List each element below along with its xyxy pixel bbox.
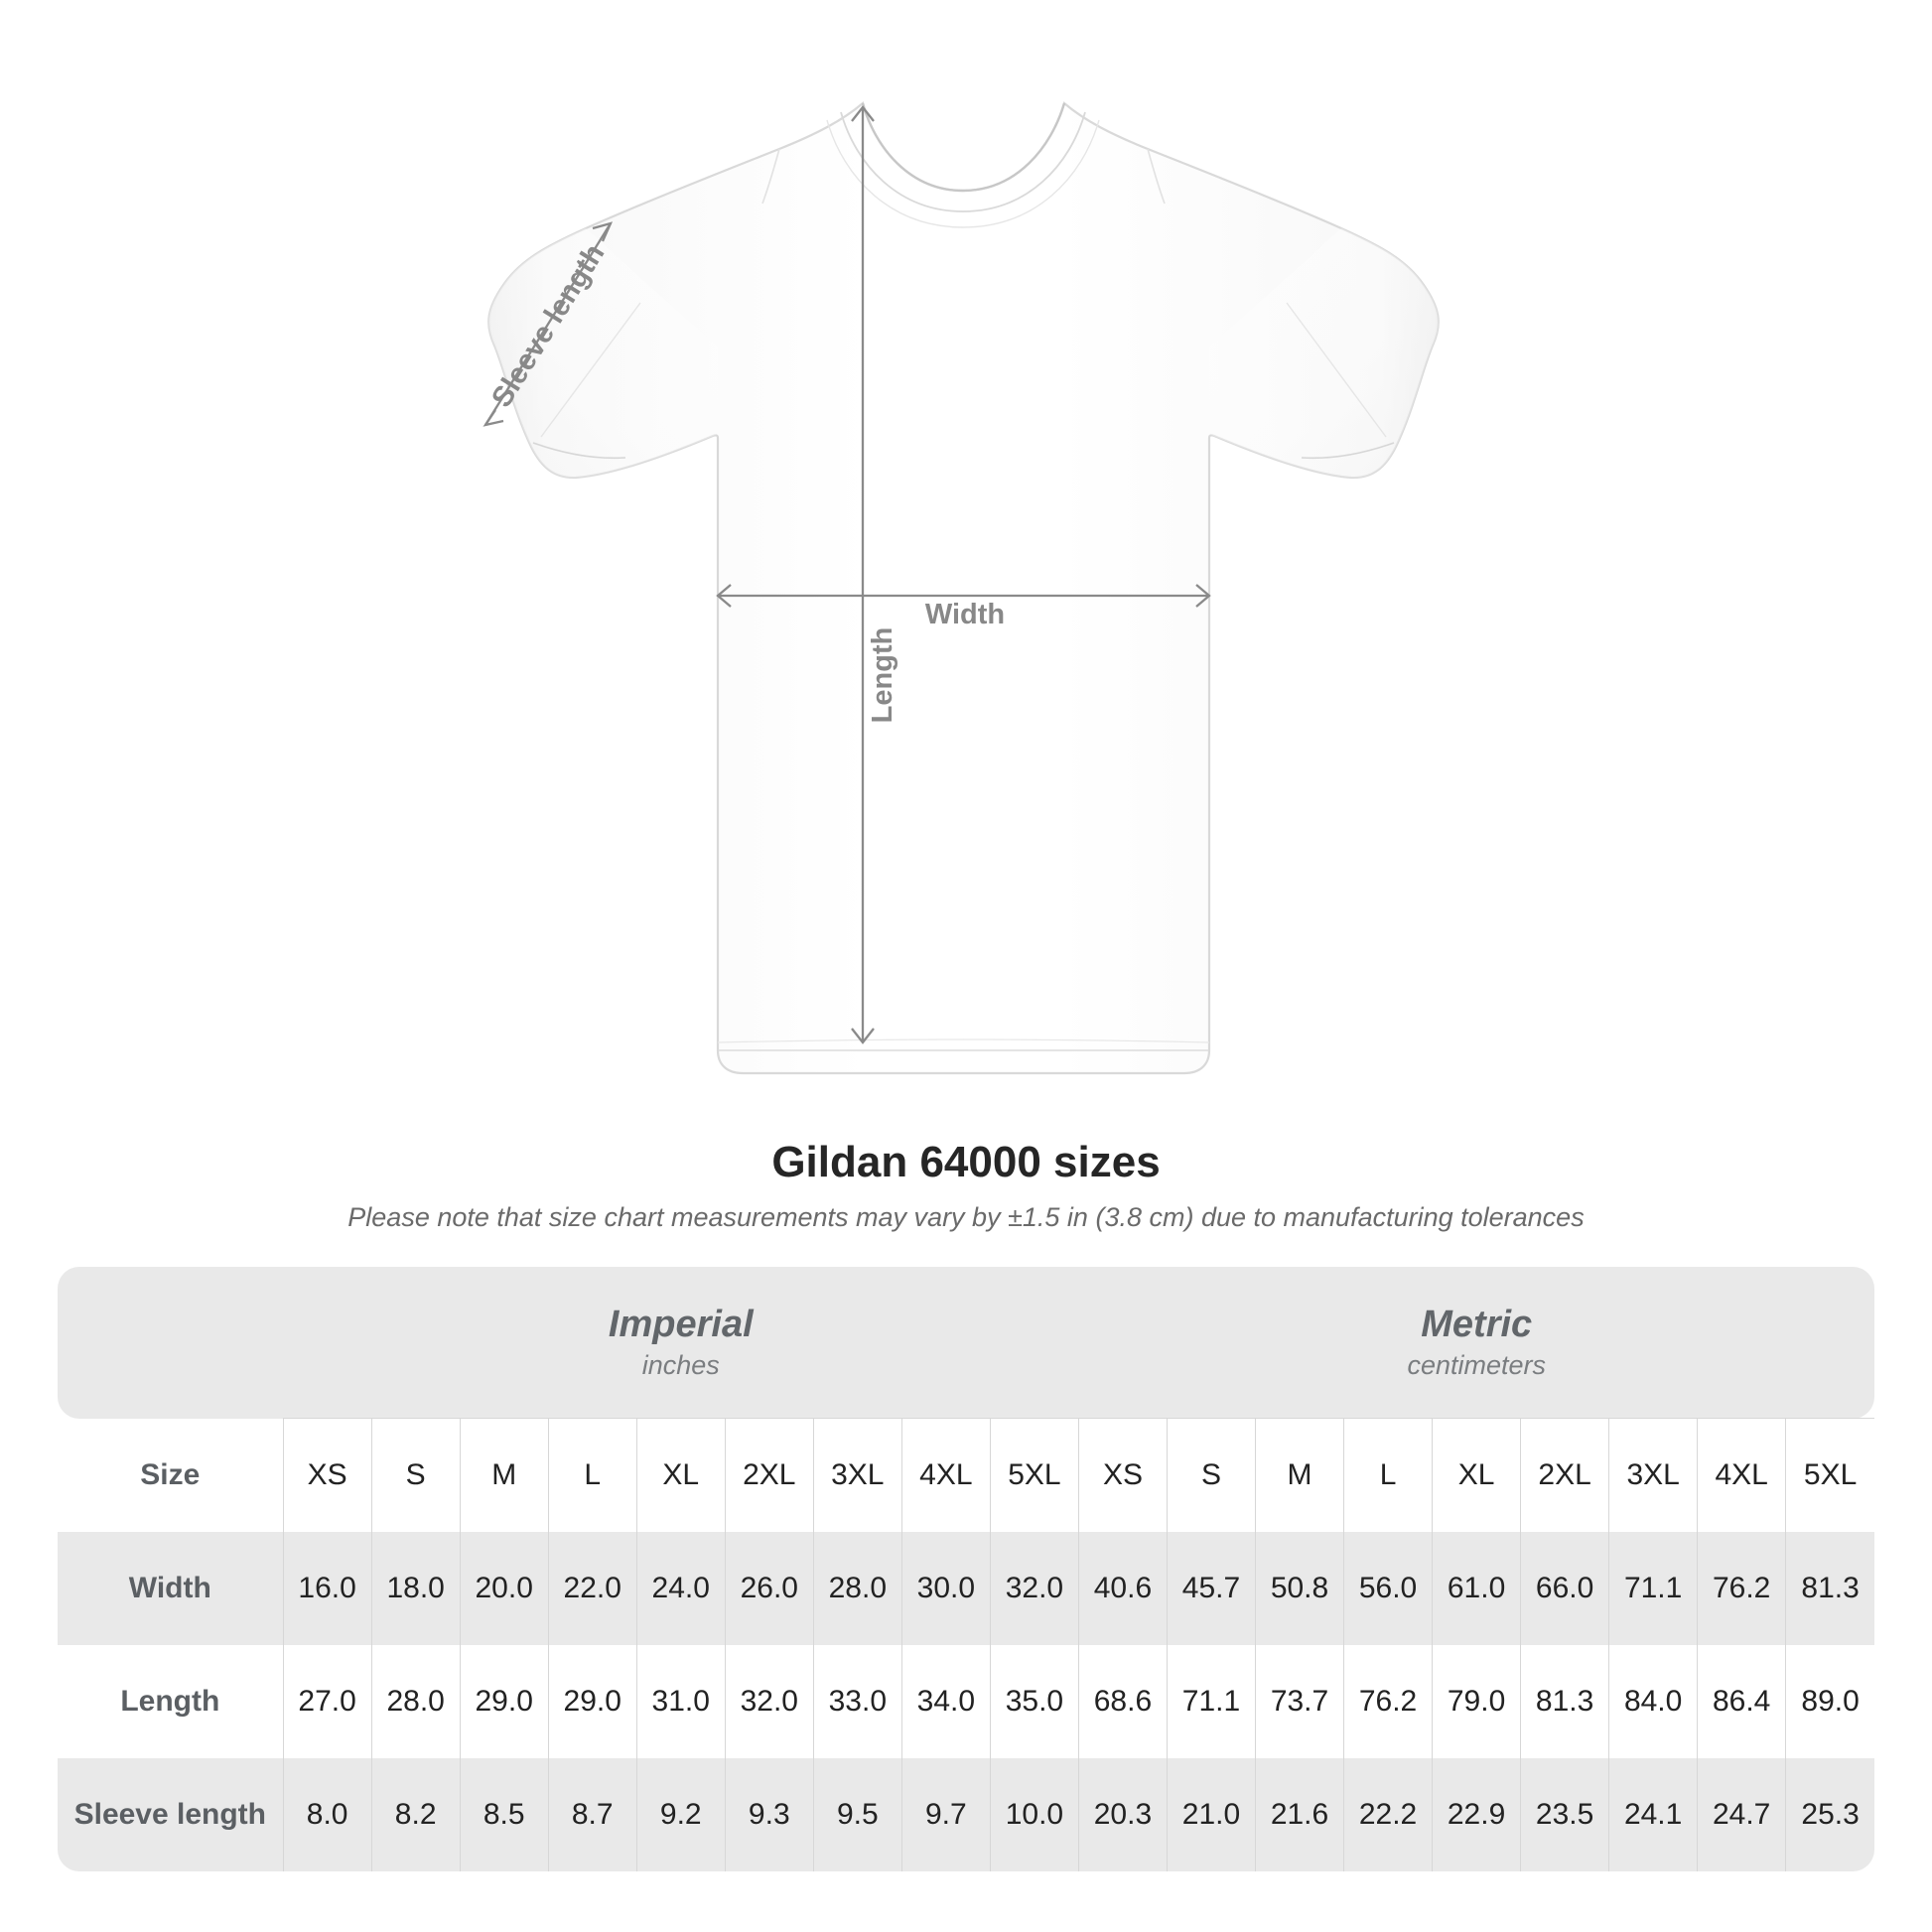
svg-text:Length: Length xyxy=(867,627,898,724)
svg-text:Width: Width xyxy=(925,599,1005,630)
